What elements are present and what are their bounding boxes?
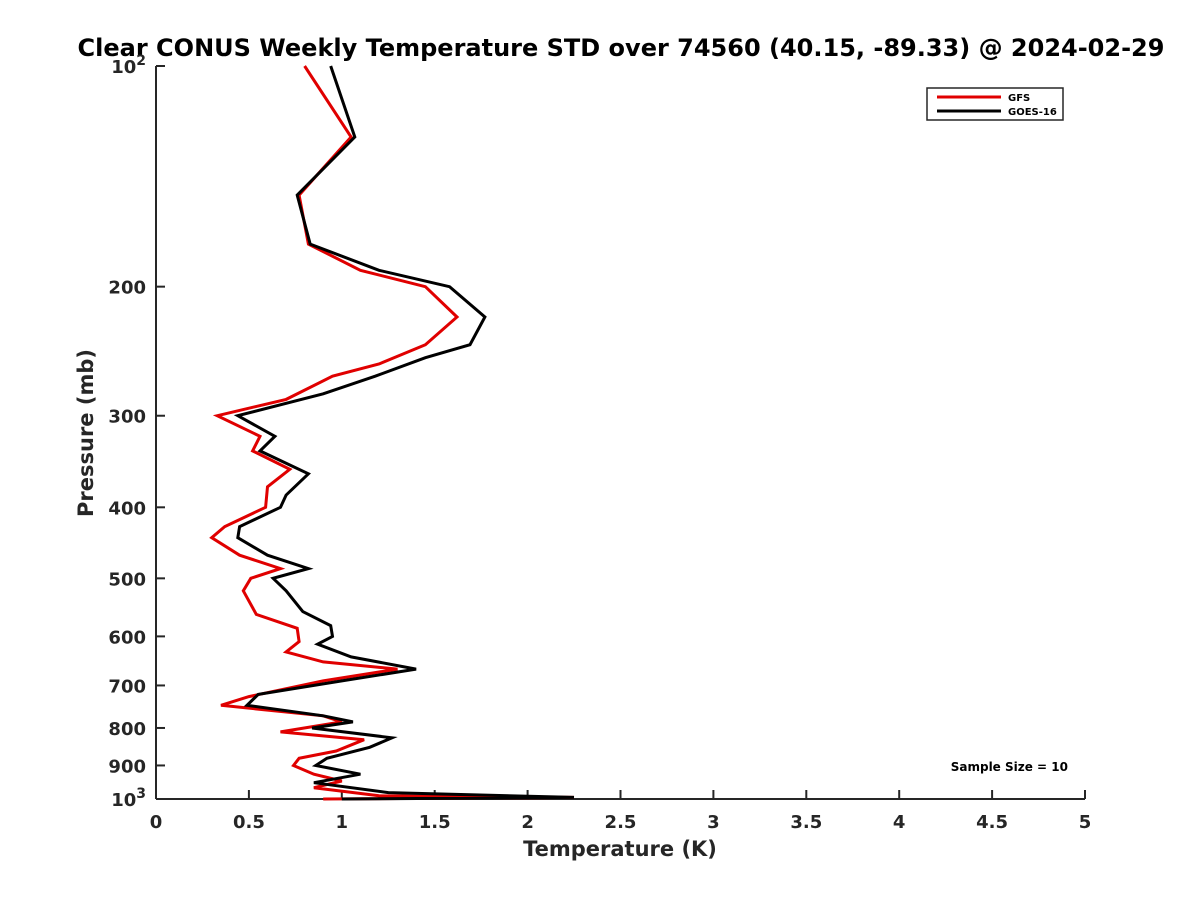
x-tick-label: 3 [707, 812, 720, 833]
y-tick-label: 800 [108, 719, 146, 740]
x-tick-label: 5 [1079, 812, 1092, 833]
x-axis-ticks: 0 0.5 1 1.5 2 2.5 3 3.5 4 4.5 5 [150, 790, 1092, 833]
y-tick-label: 400 [108, 498, 146, 519]
x-tick-label: 1.5 [419, 812, 451, 833]
y-tick-label: 500 [108, 569, 146, 590]
series-layer [209, 65, 575, 801]
sample-size-annotation: Sample Size = 10 [951, 760, 1068, 774]
x-tick-label: 2 [521, 812, 534, 833]
x-tick-label: 0 [150, 812, 163, 833]
y-axis-ticks: 102 200 300 400 500 600 700 800 900 103 [108, 53, 165, 811]
y-tick-label: 200 [108, 278, 146, 299]
x-tick-label: 4.5 [976, 812, 1008, 833]
y-tick-label: 103 [111, 786, 146, 811]
y-tick-label: 102 [111, 53, 146, 78]
legend-label: GFS [1008, 93, 1030, 104]
y-tick-label: 700 [108, 676, 146, 697]
chart-title: Clear CONUS Weekly Temperature STD over … [78, 34, 1165, 62]
x-tick-label: 2.5 [605, 812, 637, 833]
series-line-goes-16 [233, 65, 575, 801]
x-axis-label: Temperature (K) [523, 837, 717, 861]
legend-box [926, 87, 1064, 121]
y-tick-label: 300 [108, 407, 146, 428]
x-tick-label: 3.5 [790, 812, 822, 833]
series-line-gfs [209, 65, 575, 801]
legend: GFS GOES-16 [926, 87, 1064, 121]
x-tick-label: 4 [893, 812, 906, 833]
y-axis-label: Pressure (mb) [74, 349, 98, 517]
y-tick-label: 600 [108, 627, 146, 648]
x-tick-label: 0.5 [233, 812, 265, 833]
y-tick-label: 900 [108, 756, 146, 777]
x-tick-label: 1 [336, 812, 349, 833]
legend-label: GOES-16 [1008, 107, 1057, 118]
